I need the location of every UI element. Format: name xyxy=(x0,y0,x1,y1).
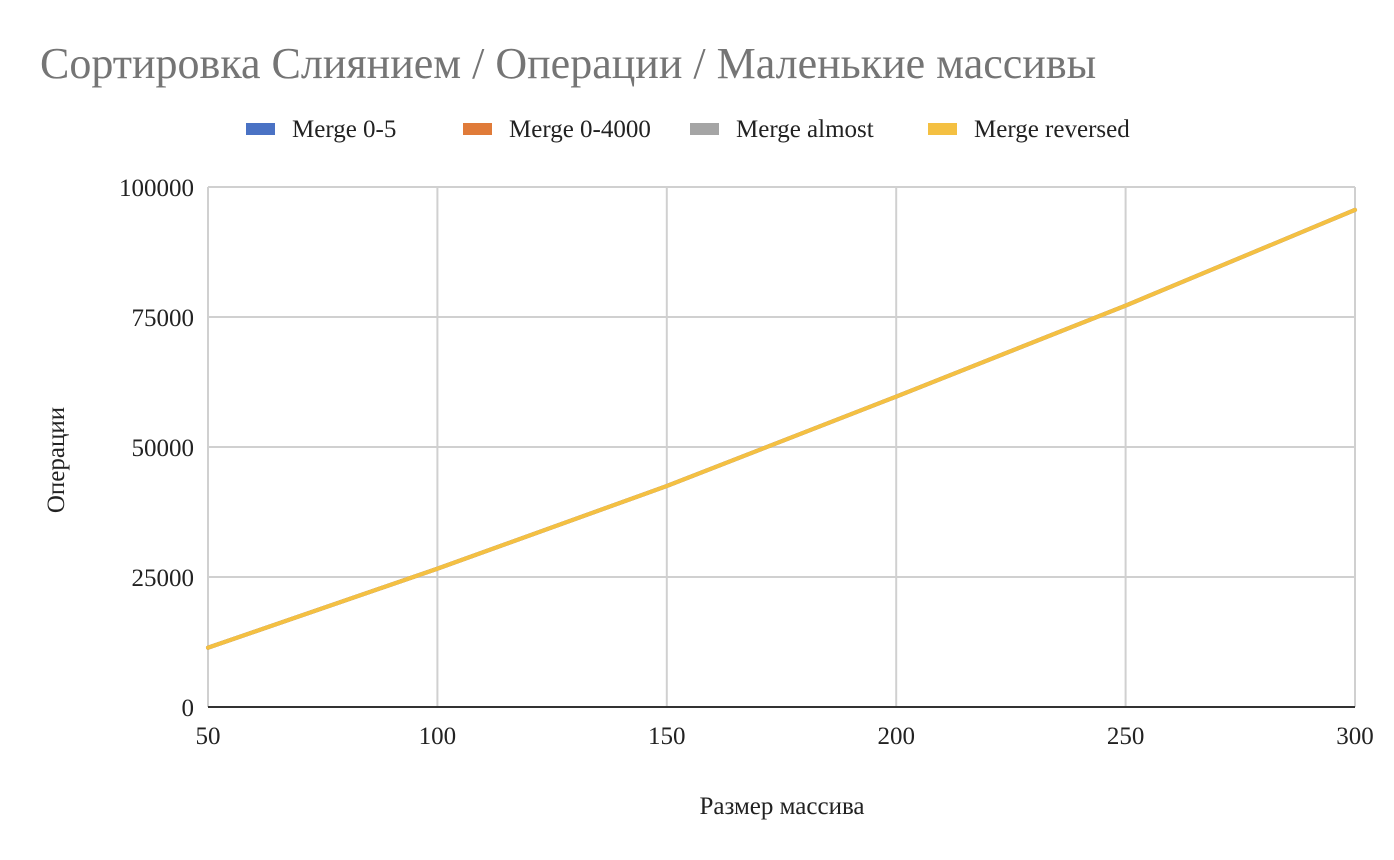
y-axis-title: Операции xyxy=(43,407,70,513)
x-axis-ticks: 50 100 150 200 250 300 xyxy=(196,723,1374,750)
chart-title: Сортировка Слиянием / Операции / Маленьк… xyxy=(40,39,1096,88)
x-tick-label: 300 xyxy=(1336,723,1374,750)
series-lines xyxy=(206,207,1357,650)
legend-label: Merge reversed xyxy=(974,116,1130,143)
grid xyxy=(207,186,1356,707)
legend-item: Merge 0-4000 xyxy=(463,116,651,143)
legend-label: Merge 0-5 xyxy=(292,116,396,143)
x-tick-label: 250 xyxy=(1107,723,1145,750)
legend-swatch xyxy=(690,123,719,135)
legend-item: Merge almost xyxy=(690,116,874,143)
legend-swatch xyxy=(463,123,492,135)
x-axis-title: Размер массива xyxy=(699,793,864,820)
series-line-merge-almost xyxy=(206,207,1357,650)
y-tick-label: 100000 xyxy=(119,175,194,202)
legend-label: Merge 0-4000 xyxy=(509,116,651,143)
y-tick-label: 0 xyxy=(182,695,195,722)
legend: Merge 0-5 Merge 0-4000 Merge almost Merge r… xyxy=(246,116,1130,143)
series-line-merge-0-4000 xyxy=(206,207,1357,650)
y-tick-label: 50000 xyxy=(132,435,195,462)
y-tick-label: 75000 xyxy=(132,305,195,332)
x-tick-label: 150 xyxy=(648,723,686,750)
legend-item: Merge 0-5 xyxy=(246,116,396,143)
x-tick-label: 100 xyxy=(419,723,457,750)
series-line-merge-0-5 xyxy=(206,207,1357,650)
legend-label: Merge almost xyxy=(736,116,874,143)
y-axis-ticks: 0 25000 50000 75000 100000 xyxy=(119,175,194,722)
legend-item: Merge reversed xyxy=(928,116,1130,143)
legend-swatch xyxy=(246,123,275,135)
legend-swatch xyxy=(928,123,957,135)
x-tick-label: 200 xyxy=(877,723,915,750)
series-line-merge-reversed xyxy=(206,207,1357,650)
y-tick-label: 25000 xyxy=(132,565,195,592)
x-tick-label: 50 xyxy=(196,723,221,750)
